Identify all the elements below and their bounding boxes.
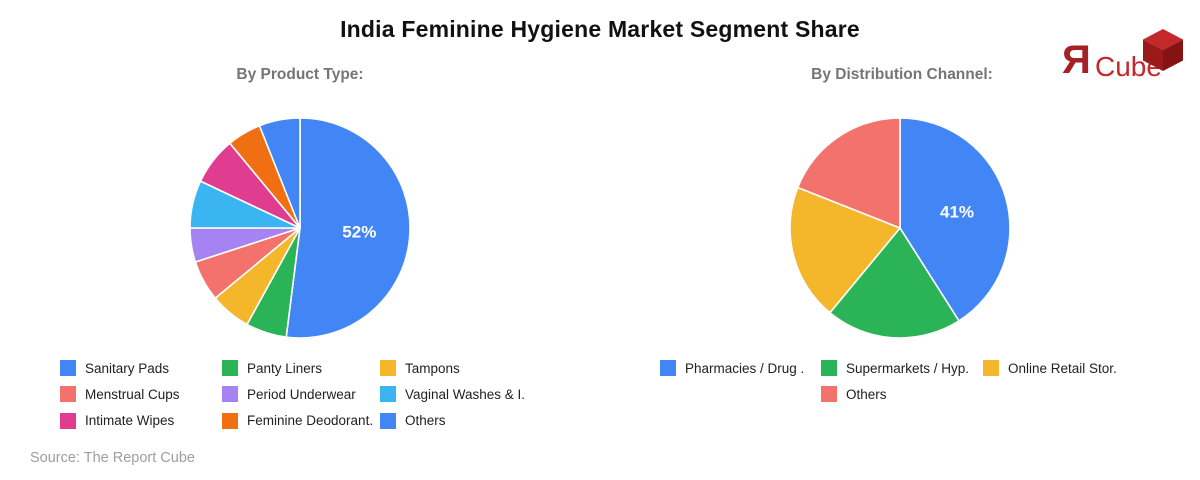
legend-swatch <box>222 360 238 376</box>
legend-item: Feminine Deodorant. <box>222 412 380 430</box>
legend-swatch <box>380 386 396 403</box>
legend-item: Tampons <box>380 359 550 377</box>
legend-label: Others <box>846 386 887 402</box>
legend-swatch <box>983 360 999 376</box>
legend-item: Period Underwear <box>222 385 380 403</box>
legend-swatch <box>60 386 76 403</box>
chart-subtitle-distribution-channel: By Distribution Channel: <box>811 66 993 83</box>
pie-slice <box>285 117 411 339</box>
slice-percent-label: 41% <box>940 202 974 221</box>
legend-swatch <box>380 360 396 376</box>
legend-item: Online Retail Stor. <box>983 359 1158 377</box>
pie-slice <box>796 117 901 229</box>
legend-item: Intimate Wipes <box>60 412 222 430</box>
legend-label: Intimate Wipes <box>85 413 175 429</box>
legend-label: Pharmacies / Drug . <box>685 360 805 376</box>
legend-label: Vaginal Washes & I. <box>405 386 526 402</box>
page-title: India Feminine Hygiene Market Segment Sh… <box>340 16 860 42</box>
legend-swatch <box>821 386 837 403</box>
legend-label: Period Underwear <box>247 386 356 402</box>
slice-percent-label: 52% <box>342 223 376 242</box>
legend-item: Sanitary Pads <box>60 359 222 377</box>
legend-item: Others <box>380 412 550 430</box>
legend-swatch <box>222 386 238 403</box>
pie-slice <box>258 117 301 229</box>
legend-swatch <box>222 412 238 429</box>
legend-swatch <box>380 412 396 429</box>
legend-label: Sanitary Pads <box>85 360 170 376</box>
pie-chart-distribution-channel: 41% <box>789 117 1011 339</box>
legend-distribution-channel: Pharmacies / Drug . Supermarkets / Hyp. On… <box>660 359 1158 412</box>
pie-slice <box>789 186 901 314</box>
legend-item: Pharmacies / Drug . <box>660 359 821 377</box>
legend-label: Panty Liners <box>247 360 323 376</box>
legend-label: Online Retail Stor. <box>1008 360 1117 376</box>
legend-label: Tampons <box>405 360 460 376</box>
logo-reversed-r-glyph: Я <box>1062 38 1091 82</box>
legend-swatch <box>60 412 76 429</box>
legend-item: Supermarkets / Hyp. <box>821 359 983 377</box>
pie-chart-product-type: 52% <box>189 117 411 339</box>
pie-slice <box>829 227 960 339</box>
legend-item: Menstrual Cups <box>60 385 222 403</box>
legend-swatch <box>660 360 676 376</box>
source-note: Source: The Report Cube <box>30 450 195 466</box>
legend-label: Others <box>405 413 446 429</box>
report-cube-logo: Я Cube <box>1058 24 1190 86</box>
legend-item: Others <box>821 385 983 403</box>
legend-label: Feminine Deodorant. <box>247 413 374 429</box>
legend-swatch <box>60 360 76 376</box>
legend-product-type: Sanitary Pads Panty Liners Tampons Menstrua… <box>60 359 550 438</box>
legend-swatch <box>821 360 837 376</box>
cube-icon <box>1143 29 1183 71</box>
legend-item: Vaginal Washes & I. <box>380 385 550 403</box>
legend-label: Supermarkets / Hyp. <box>846 360 970 376</box>
legend-label: Menstrual Cups <box>85 386 180 402</box>
legend-item: Panty Liners <box>222 359 380 377</box>
chart-subtitle-product-type: By Product Type: <box>236 66 364 83</box>
